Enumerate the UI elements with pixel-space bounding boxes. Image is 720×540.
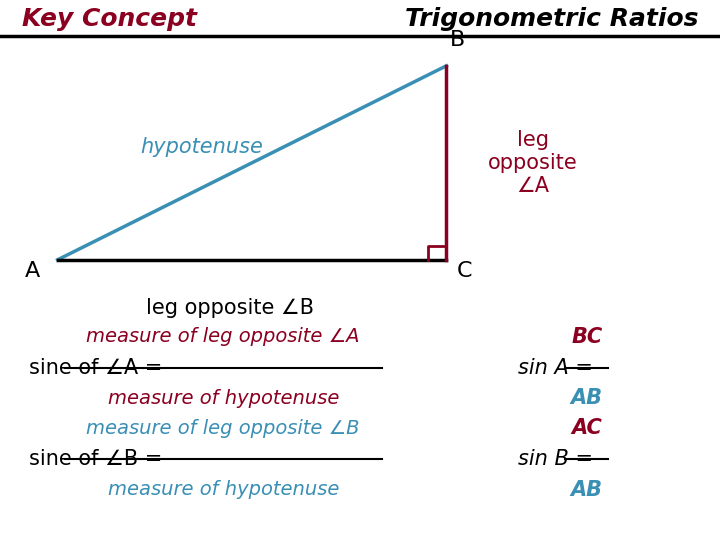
Text: AC: AC (572, 418, 602, 438)
Text: AB: AB (571, 388, 603, 408)
Text: BC: BC (571, 327, 603, 347)
Text: measure of hypotenuse: measure of hypotenuse (107, 389, 339, 408)
Text: B: B (450, 30, 465, 50)
Text: Key Concept: Key Concept (22, 7, 197, 31)
Text: sin A =: sin A = (518, 357, 600, 377)
Text: sine of ∠B =: sine of ∠B = (29, 449, 168, 469)
Text: measure of leg opposite ∠B: measure of leg opposite ∠B (86, 419, 360, 438)
Text: C: C (457, 261, 473, 281)
Text: measure of hypotenuse: measure of hypotenuse (107, 481, 339, 500)
Text: measure of leg opposite ∠A: measure of leg opposite ∠A (86, 327, 360, 346)
Text: sin B =: sin B = (518, 449, 600, 469)
Text: leg opposite ∠B: leg opposite ∠B (146, 298, 315, 318)
Text: Trigonometric Ratios: Trigonometric Ratios (405, 7, 698, 31)
Text: AB: AB (571, 480, 603, 500)
Text: leg
opposite
∠A: leg opposite ∠A (488, 130, 577, 196)
Text: A: A (24, 261, 40, 281)
Text: sine of ∠A =: sine of ∠A = (29, 357, 168, 377)
Text: hypotenuse: hypotenuse (140, 137, 263, 157)
